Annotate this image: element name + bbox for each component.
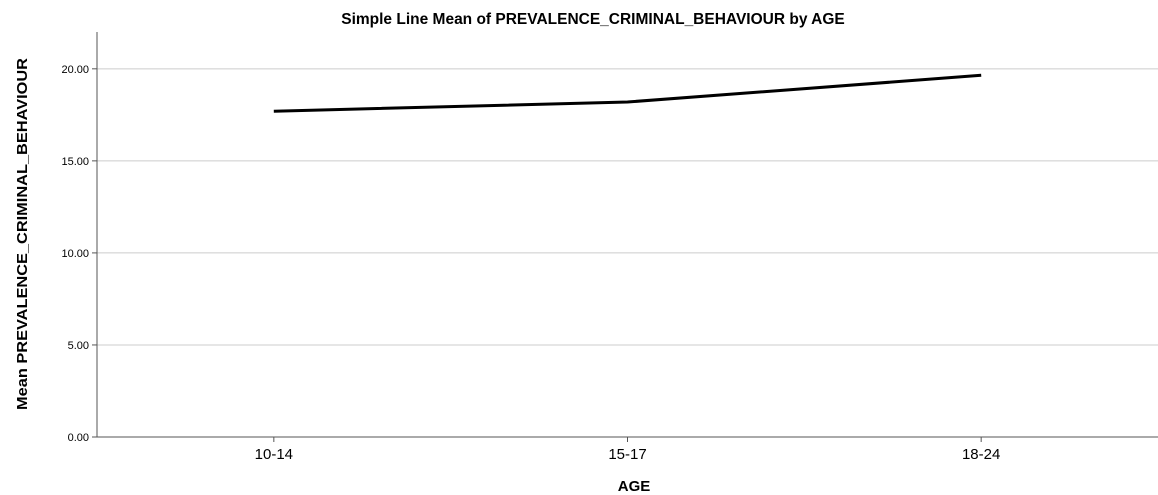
x-tick-label-2: 18-24 xyxy=(962,446,1000,463)
y-tick-label-0: 0.00 xyxy=(68,432,89,444)
y-axis-ticks: 0.00 5.00 10.00 15.00 20.00 xyxy=(61,64,97,444)
x-axis-ticks: 10-14 15-17 18-24 xyxy=(255,437,1000,463)
y-tick-label-2: 10.00 xyxy=(61,248,89,260)
y-tick-label-3: 15.00 xyxy=(61,156,89,168)
x-tick-label-0: 10-14 xyxy=(255,446,293,463)
chart-title: Simple Line Mean of PREVALENCE_CRIMINAL_… xyxy=(341,11,845,28)
y-tick-label-1: 5.00 xyxy=(68,340,89,352)
x-tick-label-1: 15-17 xyxy=(608,446,646,463)
series-line xyxy=(273,73,982,113)
series xyxy=(273,73,982,113)
y-tick-label-4: 20.00 xyxy=(61,64,89,76)
x-axis-label: AGE xyxy=(618,478,651,495)
gridlines xyxy=(97,68,1158,346)
axes xyxy=(96,32,1158,438)
y-axis-label: Mean PREVALENCE_CRIMINAL_BEHAVIOUR xyxy=(14,58,31,410)
